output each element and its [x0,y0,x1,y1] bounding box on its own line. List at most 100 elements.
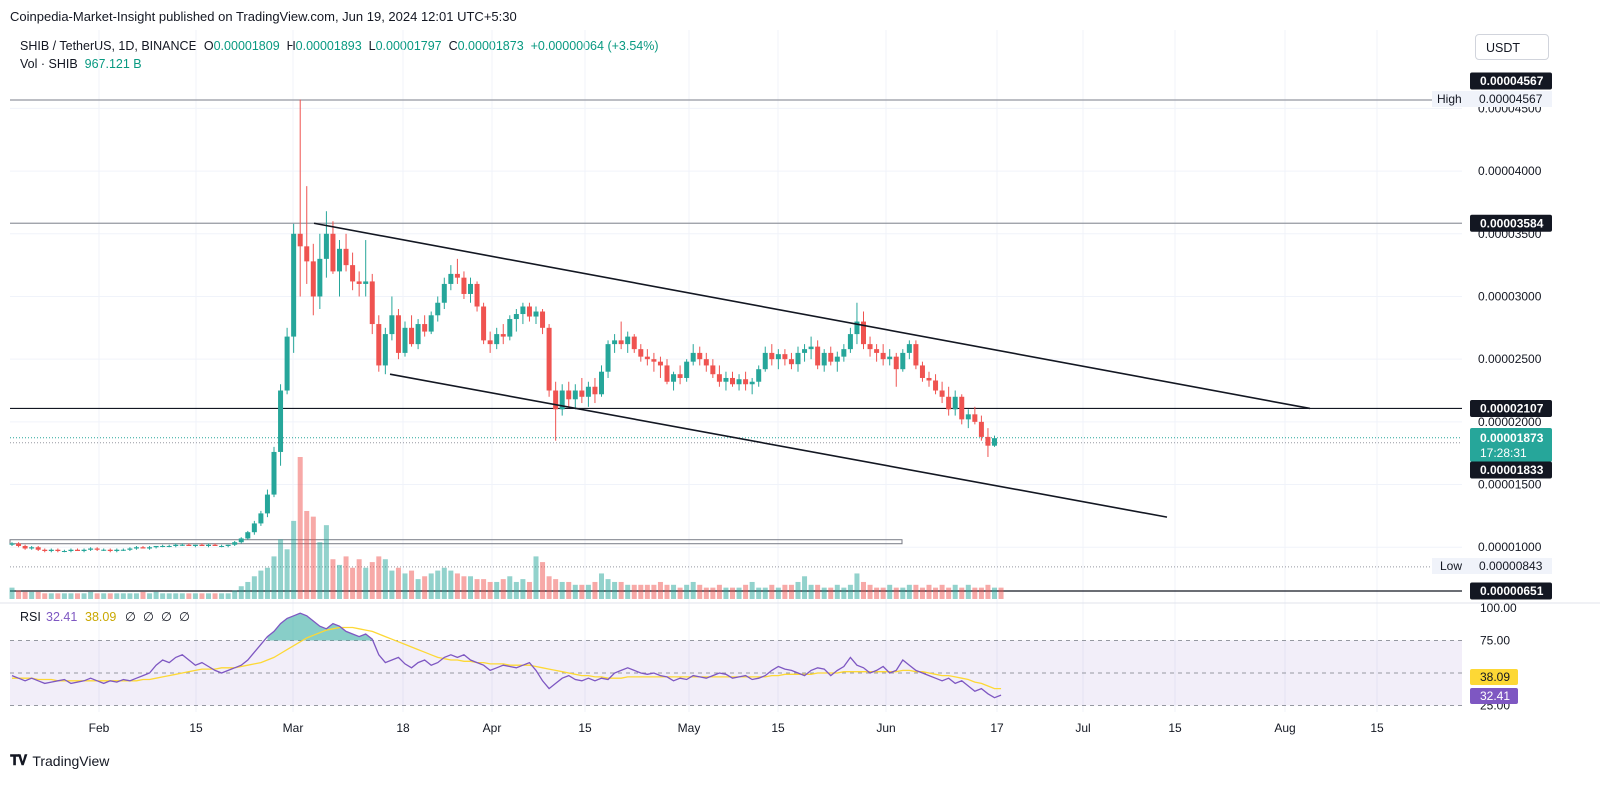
candle-body [68,549,74,552]
rsi-legend-label: RSI [20,610,41,624]
volume-bar [723,587,729,599]
volume-bar [140,591,146,599]
volume-bar [802,576,808,599]
rsi-ma-line [12,626,1002,690]
volume-bar [278,539,284,599]
rsi-param: ∅ [179,610,190,624]
volume-bar [173,593,179,599]
volume-bar [310,516,316,599]
volume-bar [730,587,735,599]
low-side-value: 0.00000843 [1479,559,1543,573]
candle-body [638,349,644,357]
volume-label[interactable]: Vol · SHIB [20,57,78,71]
volume-bar [939,584,945,599]
candle-body [278,390,284,452]
candle-body [821,352,827,366]
candle-body [579,390,585,397]
volume-bar [965,584,971,599]
currency-button[interactable]: USDT [1475,34,1549,60]
volume-bar [513,581,519,599]
rsi-value-tag: 32.41 [1480,689,1510,703]
candle-body [775,354,781,360]
price-change: +0.00000064 (+3.54%) [530,39,659,53]
price-axis: 0.000045000.000040000.000035000.00003000… [1478,101,1542,554]
candle-body [769,352,775,360]
high-value: 0.00001893 [295,39,362,53]
candle-body [382,334,388,366]
candle-body [81,549,87,552]
rsi-ma-tag: 38.09 [1480,670,1510,684]
countdown-tag: 17:28:31 [1480,446,1527,460]
candle-body [612,340,618,345]
volume-bar [35,591,41,599]
support-tag-bg [1470,399,1552,417]
candle-body [330,233,336,272]
rsi-axis-label: 75.00 [1480,634,1510,648]
candle-body [625,336,631,345]
candle-body [219,545,225,547]
candle-body [599,371,604,395]
volume-bar [788,584,794,599]
rsi-value-tag-bg [1470,688,1518,704]
grid-lines [10,30,1462,712]
x-tick-label: 18 [396,721,410,735]
volume-bar [821,587,827,599]
volume-bar [847,584,853,599]
volume-bar [906,584,912,599]
volume-bar [153,591,159,599]
candle-body [238,538,244,543]
volume-bar [533,556,539,599]
volume-bar [232,590,238,599]
candle-body [337,248,342,272]
rsi-ma-tag-bg [1470,669,1518,685]
volume-bar [192,593,198,599]
candle-body [75,549,80,552]
candle-body [474,283,480,307]
support-tag: 0.00002107 [1480,401,1544,415]
volume-bar [166,593,172,599]
volume-bar [769,584,775,599]
volume-bar [690,581,696,599]
candle-body [513,314,519,320]
volume-bar [304,510,310,599]
volume-bar [81,593,87,599]
volume-bar [186,593,192,599]
candle-body [166,545,172,547]
candle-body [697,352,703,360]
x-tick-label: 15 [1370,721,1384,735]
volume-bar [389,570,395,599]
candle-body [585,386,591,397]
candle-body [802,349,808,353]
low-side-label: Low [1440,559,1462,573]
volume-bar [644,584,650,599]
volume-bar [553,579,559,599]
candle-body [48,549,54,552]
mark-tag: 0.00001833 [1480,463,1544,477]
volume-bar [546,576,552,599]
candle-body [323,233,329,259]
volume-bar [854,573,860,599]
volume-bar [68,593,74,599]
descending-channel [313,222,1311,518]
volume-bar [972,587,978,599]
candle-body [153,545,159,548]
volume-bar [775,587,781,599]
candle-body [540,311,546,328]
volume-bar [743,584,749,599]
candle-body [500,334,506,337]
rsi-legend-value: 32.41 [46,610,77,624]
candle-body [317,258,323,297]
candle-body [952,396,958,410]
current-price-tag: 0.00001873 [1480,431,1544,445]
candle-body [304,246,310,262]
x-tick-label: Mar [283,721,304,735]
volume-bar [75,593,80,599]
volume-bar [861,581,866,599]
candle-body [206,544,211,546]
volume-bar [487,581,493,599]
volume-bar [599,573,604,599]
high-tag-bg [1470,72,1552,90]
symbol-pair[interactable]: SHIB / TetherUS, 1D, BINANCE [20,39,197,53]
